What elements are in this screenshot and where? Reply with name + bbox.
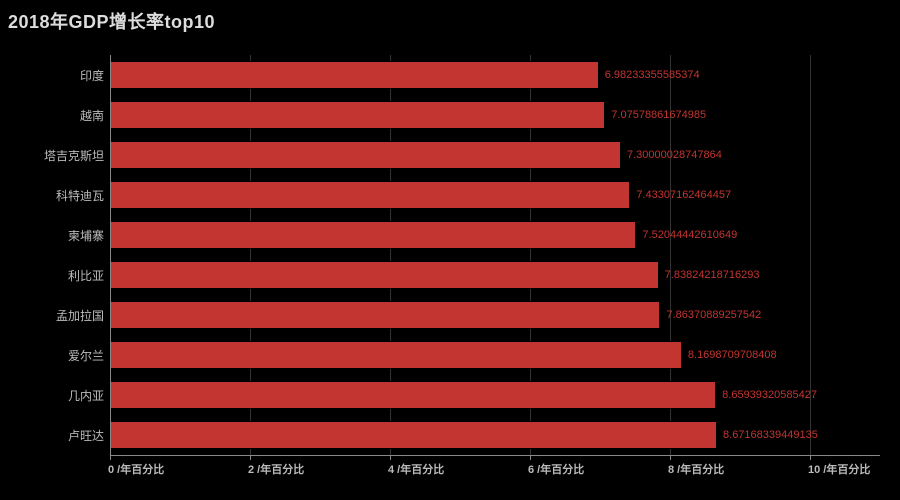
bar xyxy=(110,381,716,409)
bar xyxy=(110,101,605,129)
bar-value-label: 8.65939320585427 xyxy=(722,375,817,415)
bar-value-label: 8.67168339449135 xyxy=(723,415,818,455)
bar xyxy=(110,301,660,329)
x-tick-label: 0 /年百分比 xyxy=(108,461,164,477)
chart-title: 2018年GDP增长率top10 xyxy=(8,8,215,34)
bar-value-label: 8.1698709708408 xyxy=(688,335,777,375)
bar xyxy=(110,61,599,89)
y-category-label: 科特迪瓦 xyxy=(4,175,104,215)
bar xyxy=(110,341,682,369)
bar xyxy=(110,181,630,209)
gdp-chart: 2018年GDP增长率top10 印度6.98233355585374越南7.0… xyxy=(0,0,900,500)
y-category-label: 塔吉克斯坦 xyxy=(4,135,104,175)
y-category-label: 爱尔兰 xyxy=(4,335,104,375)
plot-area: 印度6.98233355585374越南7.07578861674985塔吉克斯… xyxy=(110,55,880,455)
bar-value-label: 7.52044442610649 xyxy=(642,215,737,255)
bar-row: 越南7.07578861674985 xyxy=(110,95,880,135)
bar-value-label: 7.83824218716293 xyxy=(665,255,760,295)
x-tick-mark xyxy=(530,455,531,460)
bar xyxy=(110,221,636,249)
x-tick-label: 8 /年百分比 xyxy=(668,461,724,477)
y-category-label: 柬埔寨 xyxy=(4,215,104,255)
x-tick-mark xyxy=(810,455,811,460)
bar-value-label: 6.98233355585374 xyxy=(605,55,700,95)
y-category-label: 越南 xyxy=(4,95,104,135)
y-category-label: 卢旺达 xyxy=(4,415,104,455)
y-category-label: 印度 xyxy=(4,55,104,95)
x-tick-mark xyxy=(390,455,391,460)
x-axis: 0 /年百分比 2 /年百分比 4 /年百分比 6 /年百分比 8 /年百分比 10 /年… xyxy=(110,455,880,485)
bar-row: 几内亚8.65939320585427 xyxy=(110,375,880,415)
x-tick-mark xyxy=(250,455,251,460)
bar-row: 柬埔寨7.52044442610649 xyxy=(110,215,880,255)
y-category-label: 利比亚 xyxy=(4,255,104,295)
x-tick-label: 10 /年百分比 xyxy=(808,461,870,477)
y-axis-line xyxy=(110,55,111,455)
x-tick-label: 6 /年百分比 xyxy=(528,461,584,477)
bar xyxy=(110,261,659,289)
bar-value-label: 7.30000028747864 xyxy=(627,135,722,175)
x-tick-mark xyxy=(670,455,671,460)
bar-value-label: 7.43307162464457 xyxy=(636,175,731,215)
bar-row: 科特迪瓦7.43307162464457 xyxy=(110,175,880,215)
bar xyxy=(110,421,717,449)
bar xyxy=(110,141,621,169)
bar-value-label: 7.86370889257542 xyxy=(666,295,761,335)
x-tick-label: 2 /年百分比 xyxy=(248,461,304,477)
y-category-label: 孟加拉国 xyxy=(4,295,104,335)
x-tick-label: 4 /年百分比 xyxy=(388,461,444,477)
y-category-label: 几内亚 xyxy=(4,375,104,415)
bar-value-label: 7.07578861674985 xyxy=(611,95,706,135)
bar-row: 卢旺达8.67168339449135 xyxy=(110,415,880,455)
x-tick-mark xyxy=(110,455,111,460)
bar-row: 塔吉克斯坦7.30000028747864 xyxy=(110,135,880,175)
bar-row: 孟加拉国7.86370889257542 xyxy=(110,295,880,335)
bar-row: 利比亚7.83824218716293 xyxy=(110,255,880,295)
bar-row: 爱尔兰8.1698709708408 xyxy=(110,335,880,375)
bar-row: 印度6.98233355585374 xyxy=(110,55,880,95)
